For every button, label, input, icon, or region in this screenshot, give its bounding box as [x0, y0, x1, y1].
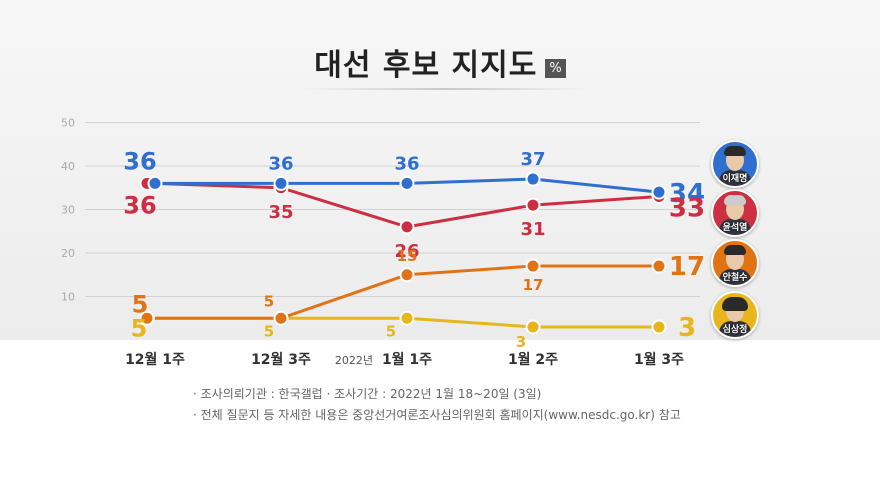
avatar-ahn: 안철수: [711, 239, 759, 287]
unit-badge: %: [545, 58, 566, 78]
avatar-yoon: 윤석열: [711, 189, 759, 237]
chart-title: 대선 후보 지지도: [314, 48, 538, 83]
data-label: 17: [523, 276, 544, 294]
title-area: 대선 후보 지지도%: [0, 40, 880, 84]
data-point: [399, 175, 415, 191]
x-tick-prefix: 2022년: [335, 354, 373, 367]
data-label: 15: [397, 247, 418, 265]
data-point: [651, 319, 667, 335]
x-tick-label: 12월 1주: [125, 351, 185, 368]
avatar-name: 이재명: [722, 174, 748, 184]
avatar-sim: 심상정: [711, 291, 759, 339]
note-line-2: · 전체 질문지 등 자세한 내용은 중앙선거여론조사심의위원회 홈페이지(ww…: [193, 408, 681, 422]
notes-background: [0, 340, 880, 495]
data-point: [273, 310, 289, 326]
title-divider: [300, 88, 590, 90]
data-label: 3: [678, 313, 696, 343]
x-tick-label: 1월 1주: [382, 351, 432, 368]
data-point: [525, 319, 541, 335]
y-tick-label: 30: [61, 204, 75, 217]
data-point: [651, 258, 667, 274]
avatar-name: 윤석열: [722, 223, 748, 233]
y-tick-label: 50: [61, 117, 75, 130]
data-label: 3: [516, 333, 526, 351]
data-label: 5: [264, 292, 274, 310]
survey-notes: · 조사의뢰기관 : 한국갤럽 · 조사기간 : 2022년 1월 18~20일…: [193, 384, 681, 426]
data-point: [139, 310, 155, 326]
data-label: 17: [669, 252, 705, 282]
data-label: 26: [394, 241, 419, 262]
data-point: [525, 258, 541, 274]
y-tick-label: 10: [61, 291, 75, 304]
data-point: [399, 310, 415, 326]
avatar-name: 안철수: [722, 273, 748, 283]
data-point: [525, 197, 541, 213]
data-label: 5: [131, 314, 148, 342]
data-label: 5: [386, 322, 396, 340]
avatar-name: 심상정: [722, 325, 748, 335]
data-label: 34: [669, 179, 705, 209]
data-label: 36: [394, 153, 419, 174]
data-point: [147, 175, 163, 191]
x-tick-label: 12월 3주: [251, 351, 311, 368]
data-point: [273, 175, 289, 191]
data-label: 36: [268, 153, 293, 174]
data-label: 36: [123, 147, 156, 175]
data-label: 37: [520, 149, 545, 170]
data-point: [399, 219, 415, 235]
x-tick-label: 1월 3주: [634, 351, 684, 368]
y-tick-label: 40: [61, 160, 75, 173]
data-label: 36: [123, 191, 156, 219]
data-label: 5: [132, 290, 149, 318]
data-label: 35: [268, 202, 293, 223]
note-line-1: · 조사의뢰기관 : 한국갤럽 · 조사기간 : 2022년 1월 18~20일…: [193, 387, 542, 401]
data-point: [651, 184, 667, 200]
x-tick-label: 1월 2주: [508, 351, 558, 368]
y-tick-label: 20: [61, 247, 75, 260]
data-label: 31: [520, 219, 545, 240]
data-point: [525, 171, 541, 187]
data-label: 5: [264, 322, 274, 340]
data-label: 33: [669, 193, 705, 223]
avatar-lee: 이재명: [711, 140, 759, 188]
data-point: [399, 267, 415, 283]
